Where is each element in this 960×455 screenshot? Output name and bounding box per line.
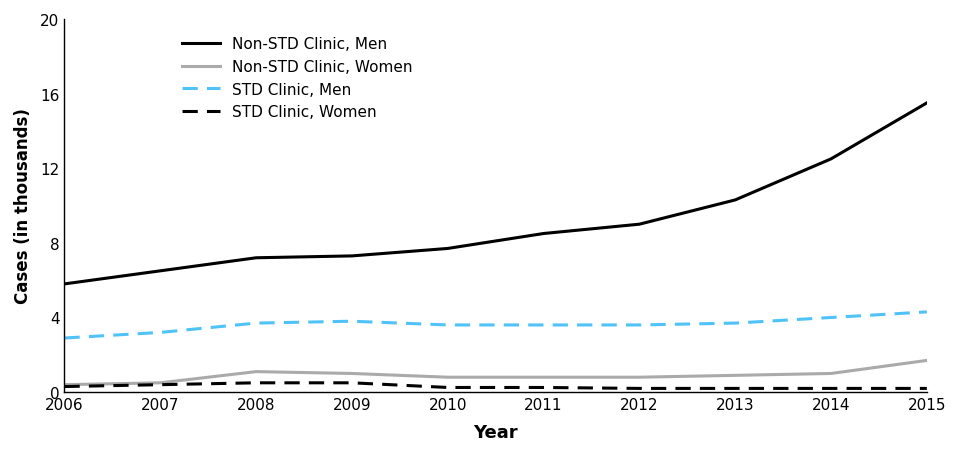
- Non-STD Clinic, Men: [921, 101, 932, 106]
- Y-axis label: Cases (in thousands): Cases (in thousands): [13, 108, 32, 304]
- Line: Non-STD Clinic, Women: Non-STD Clinic, Women: [64, 361, 926, 385]
- STD Clinic, Men: [921, 309, 932, 315]
- Non-STD Clinic, Women: [538, 374, 549, 380]
- Non-STD Clinic, Men: [442, 246, 453, 252]
- Non-STD Clinic, Men: [538, 231, 549, 237]
- Non-STD Clinic, Women: [730, 373, 741, 378]
- STD Clinic, Women: [826, 386, 837, 391]
- STD Clinic, Men: [347, 319, 358, 324]
- STD Clinic, Men: [442, 323, 453, 328]
- Legend: Non-STD Clinic, Men, Non-STD Clinic, Women, STD Clinic, Men, STD Clinic, Women: Non-STD Clinic, Men, Non-STD Clinic, Wom…: [176, 31, 419, 126]
- Line: STD Clinic, Men: STD Clinic, Men: [64, 312, 926, 338]
- Line: STD Clinic, Women: STD Clinic, Women: [64, 383, 926, 389]
- STD Clinic, Men: [826, 315, 837, 320]
- STD Clinic, Men: [251, 321, 262, 326]
- STD Clinic, Men: [730, 321, 741, 326]
- STD Clinic, Women: [59, 384, 70, 389]
- Non-STD Clinic, Men: [251, 255, 262, 261]
- Non-STD Clinic, Women: [251, 369, 262, 374]
- STD Clinic, Women: [442, 385, 453, 390]
- Non-STD Clinic, Women: [442, 374, 453, 380]
- Non-STD Clinic, Women: [59, 382, 70, 388]
- STD Clinic, Women: [251, 380, 262, 386]
- STD Clinic, Men: [59, 335, 70, 341]
- STD Clinic, Women: [921, 386, 932, 391]
- STD Clinic, Women: [538, 385, 549, 390]
- Non-STD Clinic, Men: [634, 222, 645, 228]
- Non-STD Clinic, Women: [921, 358, 932, 364]
- Non-STD Clinic, Women: [826, 371, 837, 376]
- Non-STD Clinic, Men: [347, 253, 358, 259]
- STD Clinic, Women: [634, 386, 645, 391]
- Non-STD Clinic, Men: [730, 198, 741, 203]
- STD Clinic, Women: [347, 380, 358, 386]
- Line: Non-STD Clinic, Men: Non-STD Clinic, Men: [64, 104, 926, 284]
- Non-STD Clinic, Men: [59, 282, 70, 287]
- Non-STD Clinic, Women: [347, 371, 358, 376]
- Non-STD Clinic, Women: [634, 374, 645, 380]
- Non-STD Clinic, Men: [155, 268, 166, 274]
- STD Clinic, Men: [538, 323, 549, 328]
- STD Clinic, Women: [155, 382, 166, 388]
- X-axis label: Year: Year: [473, 423, 518, 441]
- STD Clinic, Men: [634, 323, 645, 328]
- STD Clinic, Men: [155, 330, 166, 335]
- Non-STD Clinic, Women: [155, 380, 166, 386]
- STD Clinic, Women: [730, 386, 741, 391]
- Non-STD Clinic, Men: [826, 157, 837, 162]
